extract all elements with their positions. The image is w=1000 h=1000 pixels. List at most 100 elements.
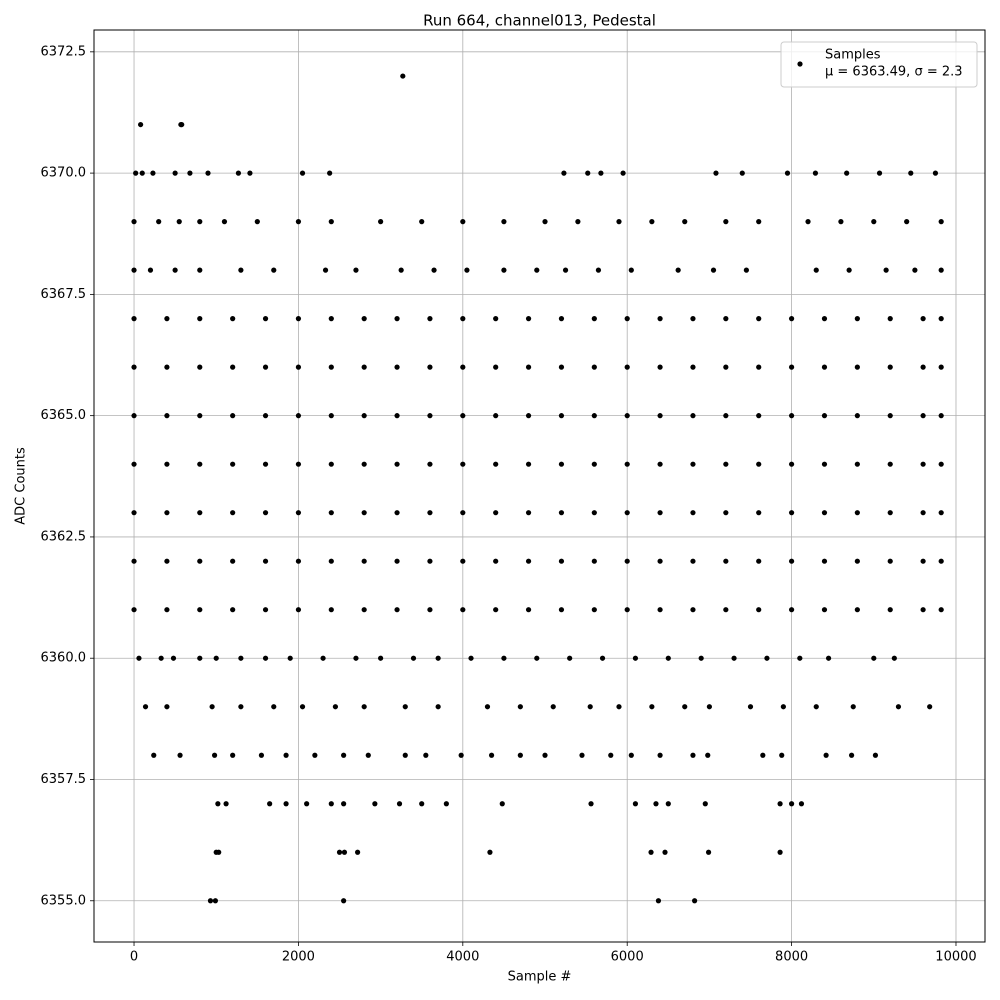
- sample-point: [197, 558, 203, 564]
- sample-point: [698, 655, 704, 661]
- sample-point: [211, 752, 218, 758]
- sample-point: [299, 170, 306, 176]
- sample-point: [258, 752, 265, 758]
- sample-point: [295, 316, 302, 322]
- sample-point: [230, 752, 236, 758]
- sample-point: [887, 413, 893, 419]
- sample-point: [798, 801, 805, 807]
- sample-point: [213, 655, 219, 661]
- sample-point: [164, 607, 170, 613]
- sample-point: [938, 267, 944, 273]
- sample-point: [131, 316, 137, 322]
- sample-point: [435, 655, 441, 661]
- sample-point: [312, 752, 318, 758]
- sample-point: [662, 849, 668, 855]
- sample-point: [517, 704, 523, 710]
- sample-point: [295, 364, 302, 370]
- sample-point: [624, 607, 630, 613]
- sample-point: [624, 558, 630, 564]
- sample-point: [938, 413, 944, 419]
- sample-point: [131, 219, 137, 225]
- sample-point: [443, 801, 449, 807]
- sample-point: [328, 316, 334, 322]
- sample-point: [844, 170, 850, 176]
- sample-point: [487, 849, 493, 855]
- sample-point: [205, 170, 211, 176]
- sample-point: [731, 655, 737, 661]
- y-tick-label: 6360.0: [41, 651, 87, 666]
- x-tick-label: 6000: [611, 950, 644, 965]
- sample-point: [295, 607, 302, 613]
- sample-point: [361, 413, 367, 419]
- sample-point: [821, 364, 828, 370]
- sample-point: [912, 267, 918, 273]
- sample-point: [920, 558, 926, 564]
- sample-point: [608, 752, 614, 758]
- sample-point: [838, 219, 844, 225]
- sample-point: [788, 413, 795, 419]
- sample-point: [230, 461, 236, 467]
- sample-point: [230, 510, 236, 516]
- sample-point: [271, 704, 277, 710]
- sample-point: [585, 170, 591, 176]
- sample-point: [927, 704, 933, 710]
- sample-point: [938, 510, 944, 516]
- sample-point: [657, 364, 663, 370]
- sample-point: [328, 607, 334, 613]
- sample-point: [164, 364, 170, 370]
- sample-point: [854, 558, 860, 564]
- sample-point: [756, 558, 762, 564]
- sample-point: [871, 655, 877, 661]
- sample-point: [690, 752, 696, 758]
- sample-point: [131, 607, 137, 613]
- sample-point: [262, 510, 269, 516]
- chart-title: Run 664, channel013, Pedestal: [423, 12, 656, 30]
- sample-point: [299, 704, 306, 710]
- sample-point: [525, 364, 532, 370]
- sample-point: [854, 364, 860, 370]
- sample-point: [267, 801, 273, 807]
- x-tick-label: 8000: [775, 950, 808, 965]
- x-tick-label: 0: [130, 950, 138, 965]
- y-tick-label: 6367.5: [41, 287, 87, 302]
- sample-point: [164, 704, 170, 710]
- sample-point: [215, 801, 221, 807]
- sample-point: [690, 364, 696, 370]
- sample-point: [501, 219, 507, 225]
- sample-point: [394, 413, 400, 419]
- sample-point: [628, 752, 634, 758]
- y-tick-label: 6362.5: [41, 529, 87, 544]
- sample-point: [723, 558, 729, 564]
- sample-point: [176, 219, 182, 225]
- sample-point: [361, 316, 367, 322]
- sample-point: [230, 607, 236, 613]
- sample-point: [164, 558, 170, 564]
- sample-point: [170, 655, 177, 661]
- sample-point: [665, 801, 671, 807]
- sample-point: [692, 898, 698, 904]
- legend-marker: [797, 61, 803, 67]
- sample-point: [197, 219, 203, 225]
- sample-point: [624, 316, 630, 322]
- sample-point: [690, 607, 696, 613]
- sample-point: [813, 267, 819, 273]
- sample-point: [938, 316, 944, 322]
- sample-point: [402, 752, 408, 758]
- sample-point: [550, 704, 556, 710]
- sample-point: [598, 170, 604, 176]
- sample-point: [372, 801, 378, 807]
- sample-point: [887, 461, 893, 467]
- sample-point: [488, 752, 495, 758]
- sample-point: [756, 461, 762, 467]
- sample-point: [423, 752, 429, 758]
- sample-point: [649, 219, 655, 225]
- sample-point: [230, 558, 236, 564]
- sample-point: [895, 704, 902, 710]
- sample-point: [854, 510, 860, 516]
- sample-point: [887, 510, 893, 516]
- sample-point: [355, 849, 361, 855]
- sample-point: [484, 704, 491, 710]
- sample-point: [756, 219, 762, 225]
- sample-point: [136, 655, 142, 661]
- sample-point: [595, 267, 602, 273]
